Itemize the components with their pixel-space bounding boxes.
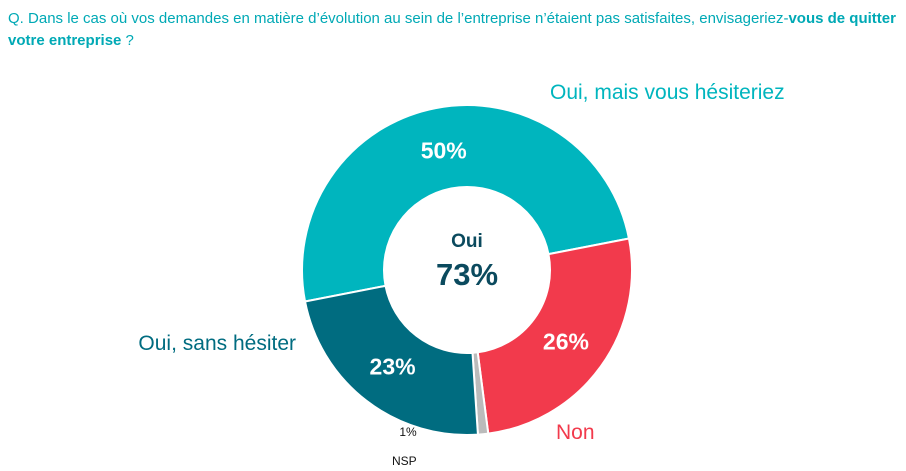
value-label-oui-mais-vous-hesiteriez: 50% xyxy=(421,137,467,163)
question-body: Dans le cas où vos demandes en matière d… xyxy=(28,10,789,27)
category-label-oui-mais-vous-hesiteriez: Oui, mais vous hésiteriez xyxy=(550,81,785,104)
center-value: 73% xyxy=(436,257,498,292)
category-label-nsp: NSP xyxy=(392,454,417,468)
slice-non xyxy=(476,237,633,435)
category-label-oui-sans-hesiter: Oui, sans hésiter xyxy=(138,332,296,355)
value-label-oui-sans-hesiter: 23% xyxy=(370,354,416,380)
slice-oui-sans-hesiter xyxy=(303,284,479,436)
question-bold: vous de quitter votre entreprise xyxy=(8,10,896,49)
donut-slices xyxy=(301,104,633,436)
slice-oui-mais-vous-hesiteriez xyxy=(301,104,631,303)
center-label: Oui xyxy=(451,231,483,252)
question-suffix: ? xyxy=(121,32,134,49)
question-prefix: Q. xyxy=(8,10,24,27)
category-label-non: Non xyxy=(556,421,595,444)
value-label-non: 26% xyxy=(543,328,589,354)
value-label-nsp: 1% xyxy=(399,425,417,439)
question-text: Q. Dans le cas où vos demandes en matièr… xyxy=(8,8,898,52)
donut-labels: 50% Oui, mais vous hésiteriez 26% Non 1% NSP 2… xyxy=(138,81,784,468)
